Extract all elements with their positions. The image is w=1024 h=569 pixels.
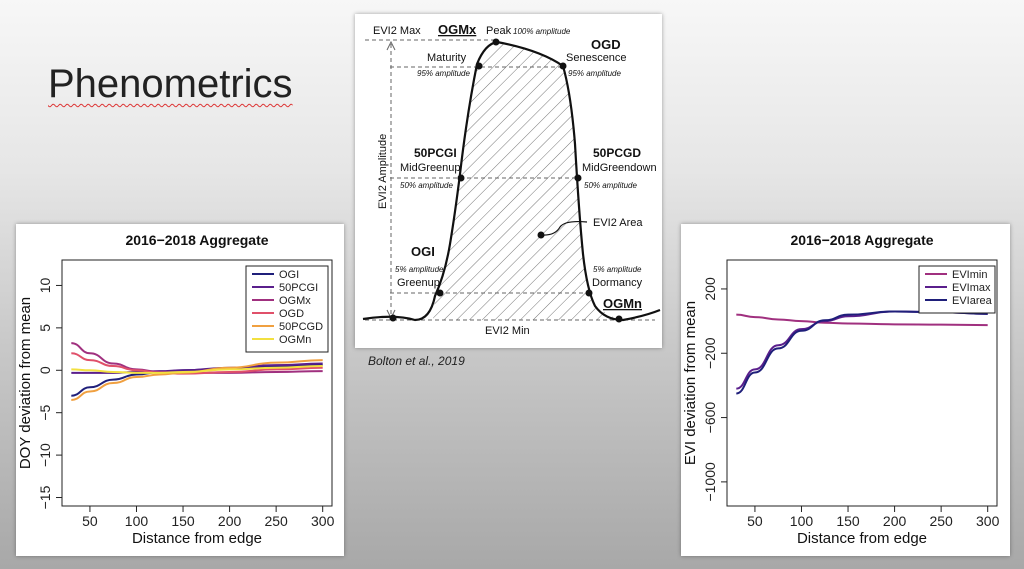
y-tick-label: −200 bbox=[702, 337, 718, 369]
y-tick-label: 200 bbox=[702, 277, 718, 301]
dormancy-point bbox=[585, 289, 593, 297]
series-line-ogmn bbox=[71, 365, 323, 374]
chart-title: 2016−2018 Aggregate bbox=[125, 232, 268, 248]
dormancy-label: Dormancy bbox=[592, 277, 643, 289]
ogmx-label: OGMx bbox=[438, 22, 477, 37]
citation: Bolton et al., 2019 bbox=[368, 354, 465, 368]
evi2-area-label: EVI2 Area bbox=[593, 217, 643, 229]
ogi-pct-label: 5% amplitude bbox=[395, 265, 444, 274]
x-tick-label: 200 bbox=[218, 513, 242, 529]
y-tick-label: 10 bbox=[37, 277, 53, 293]
evi-deviation-chart: 2016−2018 Aggregate 50 100 150 200 250 300 −100… bbox=[682, 232, 1000, 547]
plot-frame bbox=[726, 259, 998, 507]
slide-title: Phenometrics bbox=[48, 62, 293, 106]
midgreendown-label: MidGreendown bbox=[582, 162, 657, 174]
ogmn-start-point bbox=[389, 314, 397, 322]
senescence-point bbox=[559, 62, 567, 70]
evi2-min-label: EVI2 Min bbox=[485, 325, 530, 337]
y-tick-label: −600 bbox=[702, 402, 718, 434]
evi2-amplitude-label: EVI2 Amplitude bbox=[377, 134, 389, 209]
y-tick-label: −10 bbox=[37, 443, 53, 467]
mid-greenup-point bbox=[457, 174, 465, 182]
x-tick-label: 250 bbox=[929, 513, 953, 529]
plot-frame bbox=[61, 259, 333, 507]
peak-point bbox=[492, 38, 500, 46]
maturity-pct-label: 95% amplitude bbox=[417, 69, 470, 78]
maturity-point bbox=[475, 62, 483, 70]
x-tick-label: 150 bbox=[171, 513, 195, 529]
y-tick-label: −15 bbox=[37, 485, 53, 509]
chart-title: 2016−2018 Aggregate bbox=[790, 232, 933, 248]
ogi-label: OGI bbox=[411, 244, 435, 259]
mid-greendown-point bbox=[574, 174, 582, 182]
series-line-50pcgd bbox=[71, 359, 323, 401]
phenometrics-diagram-panel: EVI2 Max OGMx Peak 100% amplitude Maturi… bbox=[355, 14, 662, 348]
ogmn-point bbox=[615, 315, 623, 323]
x-tick-label: 300 bbox=[976, 513, 1000, 529]
senescence-pct-label: 95% amplitude bbox=[568, 69, 621, 78]
x-tick-label: 100 bbox=[125, 513, 149, 529]
left-chart-panel: 2016−2018 Aggregate 50 100 150 200 250 300 −15−… bbox=[16, 224, 344, 556]
x-tick-label: 300 bbox=[311, 513, 335, 529]
ogmn-label: OGMn bbox=[603, 296, 642, 311]
legend-label: OGD bbox=[279, 308, 304, 320]
y-tick-label: −1000 bbox=[702, 462, 718, 502]
legend-label: OGMn bbox=[279, 334, 311, 346]
senescence-label: Senescence bbox=[566, 52, 627, 64]
series-line-evimin bbox=[736, 313, 988, 327]
legend-label: EVImax bbox=[952, 282, 991, 294]
y-tick-label: −5 bbox=[37, 404, 53, 420]
y-axis-label: EVI deviation from mean bbox=[682, 301, 699, 465]
midgreendown-pct-label: 50% amplitude bbox=[584, 181, 637, 190]
legend-label: EVImin bbox=[952, 269, 987, 281]
evi2-area-leader bbox=[540, 220, 588, 236]
legend-label: 50PCGD bbox=[279, 321, 323, 333]
peak-label: Peak bbox=[486, 25, 512, 37]
x-tick-label: 50 bbox=[82, 513, 98, 529]
x-axis-label: Distance from edge bbox=[132, 530, 262, 547]
legend-box bbox=[245, 265, 329, 353]
x-tick-label: 200 bbox=[883, 513, 907, 529]
legend-label: OGI bbox=[279, 269, 299, 281]
50pcgi-label: 50PCGI bbox=[414, 146, 457, 160]
y-tick-label: 5 bbox=[37, 324, 53, 332]
evi2-max-label: EVI2 Max bbox=[373, 25, 421, 37]
legend-label: 50PCGI bbox=[279, 282, 318, 294]
x-tick-label: 100 bbox=[790, 513, 814, 529]
dormancy-pct-label: 5% amplitude bbox=[593, 265, 642, 274]
x-axis-label: Distance from edge bbox=[797, 530, 927, 547]
x-tick-label: 50 bbox=[747, 513, 763, 529]
midgreenup-label: MidGreenup bbox=[400, 162, 461, 174]
legend-label: OGMx bbox=[279, 295, 311, 307]
x-tick-label: 150 bbox=[836, 513, 860, 529]
maturity-label: Maturity bbox=[427, 52, 467, 64]
y-tick-label: 0 bbox=[37, 366, 53, 374]
greenup-label: Greenup bbox=[397, 277, 440, 289]
ogd-label: OGD bbox=[591, 37, 621, 52]
legend-label: EVIarea bbox=[952, 295, 993, 307]
midgreenup-pct-label: 50% amplitude bbox=[400, 181, 453, 190]
x-tick-label: 250 bbox=[264, 513, 288, 529]
right-chart-panel: 2016−2018 Aggregate 50 100 150 200 250 300 −100… bbox=[681, 224, 1010, 556]
50pcgd-label: 50PCGD bbox=[593, 146, 641, 160]
y-axis-label: DOY deviation from mean bbox=[17, 297, 34, 469]
evi2-area-fill bbox=[433, 42, 618, 320]
amplitude-arrow-head-up bbox=[386, 40, 396, 51]
peak-pct-label: 100% amplitude bbox=[513, 27, 571, 36]
ogi-point bbox=[436, 289, 444, 297]
phenology-curve-diagram: EVI2 Max OGMx Peak 100% amplitude Maturi… bbox=[362, 22, 661, 337]
